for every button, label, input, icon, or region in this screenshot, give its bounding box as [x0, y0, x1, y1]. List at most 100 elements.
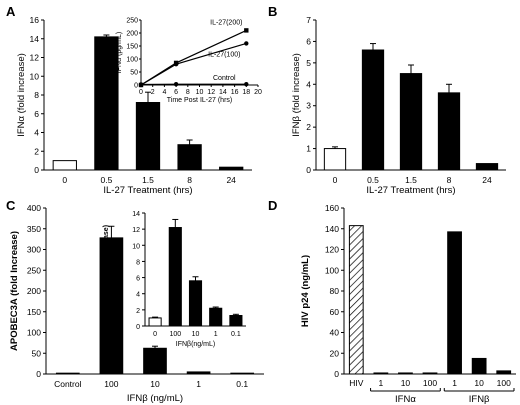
inset-a-x-tick-label: 12: [207, 89, 215, 96]
panel-a-y-tick-label: 6: [34, 109, 39, 119]
panel-c-x-tick-label: 10: [150, 379, 160, 389]
panel-b-bar: [399, 73, 423, 171]
panel-c-y-tick-label: 150: [27, 307, 41, 317]
panel-d-group-label: IFNα: [395, 394, 416, 405]
inset-a-point: [138, 82, 144, 87]
panel-a-y-tick-label: 0: [34, 165, 39, 175]
inset-c-y-tick-label: 8: [136, 259, 140, 266]
panel-b-bar: [437, 92, 461, 171]
panel-a-bar: [135, 102, 161, 171]
panel-b-y-tick-label: 7: [306, 15, 311, 25]
inset-a-x-tick-label: 6: [174, 89, 178, 96]
panel-d-bar: [398, 372, 413, 375]
inset-c-y-tick-label: 12: [132, 227, 140, 234]
panel-a-y-tick-label: 8: [34, 90, 39, 100]
panel-d-y-tick-label: 60: [330, 307, 340, 317]
panel-d-bar: [447, 231, 462, 375]
inset-a-y-tick-label: 50: [130, 70, 138, 77]
panel-b-bar: [361, 49, 385, 171]
inset-a-y-tick-label: 150: [126, 44, 138, 51]
panel-a-x-tick-label: 0: [62, 175, 67, 185]
panel-a-y-tick-label: 12: [30, 53, 40, 63]
panel-a-y-axis-label: IFNα (fold increase): [16, 53, 27, 137]
inset-a-x-tick-label: 14: [219, 89, 227, 96]
panel-d-x-tick-label: HIV: [349, 378, 364, 388]
panel-b-y-tick-label: 6: [306, 36, 311, 46]
panel-c-x-tick-label: 0.1: [236, 379, 248, 389]
panel-d-y-tick-label: 100: [325, 265, 339, 275]
inset-a-series-label: IL-27(100): [208, 51, 240, 58]
panel-a-bar: [219, 166, 244, 171]
inset-a-x-tick-label: 18: [242, 89, 250, 96]
panel-d-y-tick-label: 20: [330, 348, 340, 358]
panel-d-y-tick-label: 140: [325, 224, 339, 234]
panel-a-x-tick-label: 8: [187, 175, 192, 185]
panel-a-y-tick-label: 16: [30, 15, 40, 25]
panel-c-y-tick-label: 300: [27, 245, 41, 255]
panel-label-b: B: [268, 4, 277, 19]
inset-c-y-tick-label: 4: [136, 292, 140, 299]
inset-c-y-tick-label: 2: [136, 308, 140, 315]
panel-b-y-tick-label: 3: [306, 101, 311, 111]
panel-c-y-tick-label: 50: [32, 348, 42, 358]
inset-a-y-tick-label: 0: [134, 83, 138, 90]
inset-a-y-tick-label: 100: [126, 57, 138, 64]
inset-a-x-tick-label: 10: [196, 89, 204, 96]
panel-b-y-tick-label: 1: [306, 144, 311, 154]
panel-c-y-tick-label: 350: [27, 224, 41, 234]
panel-a-x-tick-label: 0.5: [100, 175, 112, 185]
inset-c-y-tick-label: 6: [136, 276, 140, 283]
panel-b-y-tick-label: 2: [306, 122, 311, 132]
panel-b-bar: [475, 163, 499, 171]
panel-d-x-tick-label: 100: [497, 378, 511, 388]
panel-b-x-tick-label: 8: [447, 175, 452, 185]
panel-b-x-tick-label: 0.5: [367, 175, 379, 185]
panel-a-y-tick-label: 10: [30, 71, 40, 81]
inset-c-y-tick-label: 0: [136, 324, 140, 331]
panel-d-bar: [471, 357, 487, 375]
inset-a-series-label: Control: [213, 75, 236, 82]
panel-d-x-tick-label: 1: [378, 378, 383, 388]
panel-a-x-tick-label: 24: [226, 175, 236, 185]
panel-a-y-tick-label: 14: [30, 34, 40, 44]
inset-c-y-tick-label: 10: [132, 243, 140, 250]
inset-c-x-tick-label: 1: [214, 331, 218, 338]
inset-c-bar: [148, 317, 162, 327]
panel-d-y-axis-label: HIV p24 (ng/mL): [300, 255, 311, 327]
panel-d-x-tick-label: 1: [452, 378, 457, 388]
panel-d-y-tick-label: 120: [325, 245, 339, 255]
inset-a-x-axis-label: Time Post IL-27 (hrs): [167, 97, 232, 104]
panel-a-bar: [177, 144, 202, 171]
inset-a-x-tick-label: 8: [186, 89, 190, 96]
panel-c-bar: [55, 372, 80, 375]
inset-a-y-axis-label: IFNα (pg/mL): [116, 32, 123, 73]
panel-c-x-axis-label: IFNβ (ng/mL): [127, 393, 183, 404]
panel-c-y-tick-label: 200: [27, 286, 41, 296]
inset-c-y-tick-label: 14: [132, 211, 140, 218]
panel-b-x-tick-label: 24: [482, 175, 492, 185]
panel-label-a: A: [6, 4, 16, 19]
inset-a-x-tick-label: 0: [139, 89, 143, 96]
inset-c-y-axis-label: APOBEC3G (fold increase): [103, 225, 110, 314]
panel-label-c: C: [6, 198, 16, 213]
panel-d-x-tick-label: 10: [401, 378, 411, 388]
inset-c-x-tick-label: 0: [153, 331, 157, 338]
panel-c-y-tick-label: 0: [36, 369, 41, 379]
panel-c-bar: [143, 347, 167, 375]
inset-c-bar: [229, 315, 243, 327]
panel-b-y-tick-label: 0: [306, 165, 311, 175]
panel-c-x-tick-label: 1: [196, 379, 201, 389]
inset-a-y-tick-label: 250: [126, 18, 138, 25]
inset-c-x-tick-label: 100: [169, 331, 181, 338]
panel-d-group-label: IFNβ: [469, 394, 490, 405]
panel-d-y-tick-label: 40: [330, 328, 340, 338]
inset-a-series-label: IL-27(200): [210, 19, 242, 26]
inset-a-point: [244, 82, 249, 87]
inset-c-bar: [209, 307, 223, 327]
panel-d-x-tick-label: 100: [423, 378, 437, 388]
panel-c-y-tick-label: 250: [27, 265, 41, 275]
panel-d-bar: [422, 372, 438, 375]
panel-b-y-tick-label: 5: [306, 58, 311, 68]
inset-a-x-tick-label: 4: [162, 89, 166, 96]
